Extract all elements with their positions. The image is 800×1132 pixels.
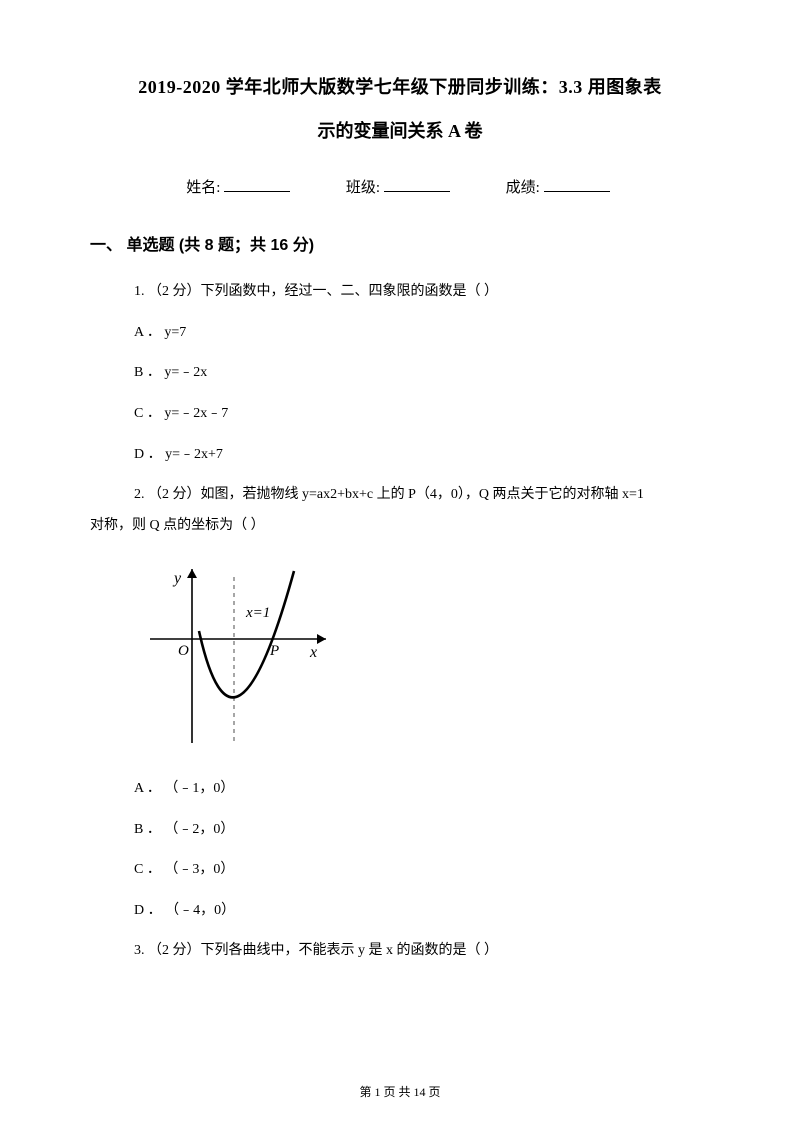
q1-opt-c: C ． y=﹣2x﹣7 [134, 401, 710, 428]
label-x: x [309, 644, 317, 661]
footer-page-total: 14 [414, 1085, 426, 1099]
score-label: 成绩: [506, 180, 540, 196]
q2-stem-line1: 2. （2 分）如图，若抛物线 y=ax2+bx+c 上的 P（4，0），Q 两… [134, 482, 710, 509]
footer-mid: 页 共 [380, 1085, 413, 1099]
form-row: 姓名: 班级: 成绩: [90, 174, 710, 203]
q1-opt-d: D ． y=﹣2x+7 [134, 442, 710, 469]
section-1-heading: 一、 单选题 (共 8 题；共 16 分) [90, 231, 710, 261]
label-y: y [172, 570, 182, 587]
label-o: O [178, 643, 189, 659]
q3-stem: 3. （2 分）下列各曲线中，不能表示 y 是 x 的函数的是（ ） [134, 938, 710, 965]
q2-opt-c: C ． （﹣3，0） [134, 857, 710, 884]
q2-opt-d: D ． （﹣4，0） [134, 898, 710, 925]
q2-stem-line2: 对称，则 Q 点的坐标为（ ） [90, 513, 710, 540]
class-blank [384, 178, 450, 192]
name-blank [224, 178, 290, 192]
q1-stem: 1. （2 分）下列函数中，经过一、二、四象限的函数是（ ） [134, 279, 710, 306]
q1-opt-a: A ． y=7 [134, 320, 710, 347]
q2-figure: y x=1 O P x [144, 561, 344, 751]
q1-opt-b: B ． y=﹣2x [134, 360, 710, 387]
parabola-curve [199, 571, 294, 697]
page-footer: 第 1 页 共 14 页 [0, 1081, 800, 1104]
q2-opt-b: B ． （﹣2，0） [134, 817, 710, 844]
class-label: 班级: [346, 180, 380, 196]
x-axis-arrow [317, 634, 326, 644]
y-axis-arrow [187, 569, 197, 578]
footer-suffix: 页 [426, 1085, 441, 1099]
title-line-1: 2019-2020 学年北师大版数学七年级下册同步训练：3.3 用图象表 [90, 70, 710, 104]
footer-prefix: 第 [359, 1085, 374, 1099]
title-line-2: 示的变量间关系 A 卷 [90, 114, 710, 148]
label-p: P [269, 643, 279, 659]
score-blank [544, 178, 610, 192]
q2-opt-a: A ． （﹣1，0） [134, 776, 710, 803]
label-sym: x=1 [245, 605, 270, 621]
name-label: 姓名: [186, 180, 220, 196]
